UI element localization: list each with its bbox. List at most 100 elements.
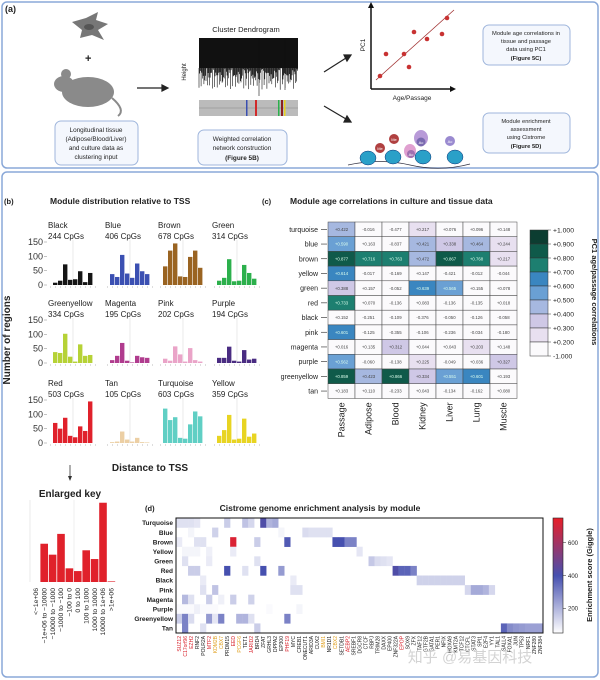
y-tick-label: 50 bbox=[33, 266, 43, 276]
row-label: magenta bbox=[291, 344, 318, 351]
row-label: red bbox=[308, 300, 318, 307]
column-label: ZFAT bbox=[261, 636, 267, 648]
column-label: TP53 bbox=[520, 636, 526, 648]
cell-value: -0.016 bbox=[362, 227, 375, 232]
colorbar-band bbox=[529, 271, 549, 287]
heatmap-frame bbox=[175, 517, 544, 634]
bar bbox=[83, 282, 88, 285]
bar bbox=[173, 346, 178, 363]
bar bbox=[115, 355, 120, 363]
column-label: CREB1 bbox=[297, 636, 303, 653]
panel-d-label: (d) bbox=[145, 504, 155, 513]
cell-value: +0.096 bbox=[470, 227, 484, 232]
bar bbox=[120, 254, 125, 285]
column-label: KMT2A bbox=[454, 635, 460, 652]
enlarged-x-label: 100 to 1000 bbox=[83, 588, 90, 624]
row-label: Brown bbox=[153, 539, 173, 546]
heatmap-cell bbox=[386, 556, 393, 567]
panel-b-ylabel: Number of regions bbox=[2, 295, 13, 384]
bar bbox=[227, 346, 232, 363]
heatmap-cell bbox=[284, 613, 291, 624]
enlarged-x-label: −1e+06 to −10000 bbox=[41, 588, 48, 644]
y-tick-label: 150 bbox=[28, 395, 43, 405]
cell-value: +0.203 bbox=[470, 345, 484, 350]
colorbar-band bbox=[529, 327, 549, 343]
cell-value: +0.244 bbox=[497, 242, 511, 247]
row-label: Green bbox=[154, 559, 173, 566]
colorbar-tick-label: -1.000 bbox=[553, 354, 572, 361]
cell-value: +0.421 bbox=[416, 242, 430, 247]
colorbar-band bbox=[529, 285, 549, 301]
column-label: SALL4 bbox=[502, 636, 508, 651]
cell-value: +0.877 bbox=[335, 256, 349, 261]
mouse-icon bbox=[54, 69, 122, 117]
heatmap-cell bbox=[314, 527, 321, 538]
column-label: SETDB1 bbox=[339, 636, 345, 656]
column-label: CUX2 bbox=[315, 636, 321, 650]
cell-value: -0.421 bbox=[443, 271, 456, 276]
column-label: EP400 bbox=[387, 636, 393, 651]
bar bbox=[125, 273, 130, 285]
heatmap-cell bbox=[446, 575, 453, 586]
row-label: Tan bbox=[162, 626, 173, 633]
cell-value: +0.110 bbox=[362, 389, 376, 394]
heatmap-cell bbox=[188, 613, 195, 624]
enlarged-x-label: −10000 to −1000 bbox=[50, 588, 57, 640]
column-label: JARID2 bbox=[249, 636, 255, 653]
bar bbox=[237, 361, 242, 363]
bar bbox=[222, 277, 227, 285]
enlarged-bar bbox=[107, 581, 116, 582]
module-cpg-count: 406 CpGs bbox=[105, 232, 141, 241]
bar bbox=[168, 250, 173, 285]
heatmap-background bbox=[176, 518, 543, 633]
heatmap-cell bbox=[218, 594, 225, 605]
input-box bbox=[54, 120, 139, 166]
heatmap-cell bbox=[476, 585, 484, 595]
corr-box-line: Module age correlations in bbox=[492, 31, 560, 37]
column-label: E2F4 bbox=[484, 636, 490, 648]
row-label: black bbox=[302, 315, 319, 322]
row-label: Magenta bbox=[147, 597, 174, 604]
row-label: Greenyellow bbox=[134, 616, 174, 623]
module-name: Green bbox=[212, 221, 234, 230]
bar bbox=[193, 411, 198, 443]
column-label: PHF19 bbox=[285, 636, 291, 652]
module-name: Black bbox=[48, 221, 69, 230]
heatmap-cell bbox=[254, 556, 261, 567]
cell-value: +0.083 bbox=[416, 300, 430, 305]
cell-value: -0.012 bbox=[470, 271, 483, 276]
cell-value: -0.125 bbox=[362, 330, 375, 335]
heatmap-cell bbox=[434, 575, 441, 586]
cell-value: -0.138 bbox=[389, 359, 402, 364]
bar bbox=[222, 430, 227, 443]
row-label: turquoise bbox=[289, 227, 318, 234]
heatmap-cell bbox=[302, 527, 309, 538]
column-label: C17orf96 bbox=[183, 636, 189, 657]
heatmap-cell bbox=[182, 623, 189, 634]
row-label: brown bbox=[299, 256, 318, 263]
bar bbox=[252, 358, 257, 363]
heatmap-cell bbox=[248, 613, 255, 624]
enrich-box-line: assessment bbox=[511, 127, 542, 133]
module-name: Pink bbox=[158, 299, 175, 308]
cell-value: -0.162 bbox=[470, 389, 483, 394]
heatmap-cell bbox=[206, 594, 213, 605]
cell-value: +0.043 bbox=[443, 345, 457, 350]
dendrogram-ylabel: Height bbox=[182, 63, 188, 81]
bar bbox=[163, 358, 168, 363]
cell-value: -0.355 bbox=[389, 330, 402, 335]
enrichment-box bbox=[482, 112, 571, 154]
cell-value: +0.422 bbox=[335, 227, 349, 232]
panel-a-label: (a) bbox=[5, 4, 16, 14]
cell-value: +0.334 bbox=[416, 374, 430, 379]
row-label: purple bbox=[299, 359, 319, 366]
enrich-box-line: (Figure 5D) bbox=[511, 144, 542, 150]
bar bbox=[125, 360, 130, 363]
heatmap-cell bbox=[188, 604, 195, 615]
heatmap-cell bbox=[254, 623, 261, 634]
column-label: JUN bbox=[514, 636, 520, 646]
bar bbox=[247, 272, 252, 285]
heatmap-cell bbox=[530, 623, 538, 634]
column-label: PER1 bbox=[436, 636, 442, 649]
heatmap-cell bbox=[260, 518, 267, 528]
